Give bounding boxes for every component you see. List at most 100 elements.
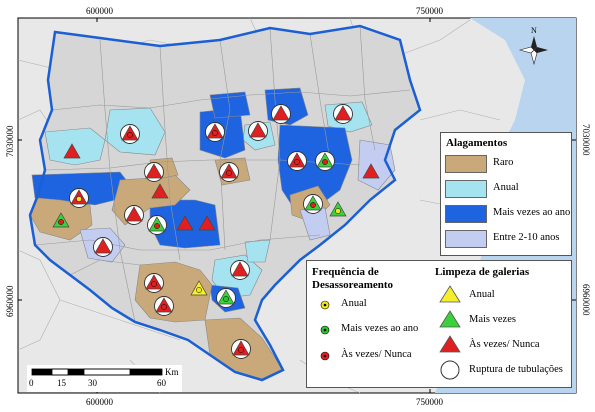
map-marker [303, 194, 323, 214]
scale-label-0: 0 [29, 378, 34, 388]
tick-right-2: 6960000 [581, 284, 591, 316]
north-arrow-icon: N [518, 26, 548, 66]
map-marker [190, 280, 208, 296]
map-marker [151, 183, 169, 199]
region-boundary [28, 24, 422, 382]
map-marker [271, 104, 291, 124]
legend-anual-label: Anual [493, 182, 519, 193]
desassoreamento-dot-icon [161, 304, 167, 310]
legend-raro-label: Raro [493, 157, 514, 168]
legend-freq-anual: Anual [341, 298, 367, 309]
map-marker [329, 201, 347, 217]
tick-left-1: 7030000 [5, 125, 15, 157]
scale-label-15: 15 [57, 378, 67, 388]
desassoreamento-dot-icon [151, 281, 157, 287]
desassoreamento-dot-icon [76, 196, 82, 202]
swatch-raro [445, 155, 487, 173]
legend-limpeza-anual: Anual [469, 289, 495, 300]
desassoreamento-dot-icon [223, 296, 229, 302]
map-marker [144, 273, 164, 293]
map-marker [362, 163, 380, 179]
legend-limpeza-mais: Mais vezes [469, 314, 516, 325]
desassoreamento-dot-icon [212, 130, 218, 136]
swatch-mais-vezes [445, 205, 487, 223]
map-marker [120, 124, 140, 144]
desassoreamento-dot-icon [58, 219, 64, 225]
legend-limpeza-title: Limpeza de galerias [435, 266, 530, 278]
limpeza-triangle-icon [125, 206, 143, 222]
legend-dot-mais-icon [320, 325, 330, 335]
map-marker [216, 288, 236, 308]
map-marker [154, 296, 174, 316]
desassoreamento-dot-icon [322, 159, 328, 165]
map-marker [231, 339, 251, 359]
legend-tri-asvezes-icon [439, 335, 461, 353]
legend-freq-asvezes: Às vezes/ Nunca [341, 349, 412, 360]
legend-entre-label: Entre 2-10 anos [493, 232, 560, 243]
map-marker [287, 151, 307, 171]
legend-frequencia-limpeza: Frequência de Desassoreamento Anual Mais… [306, 260, 572, 388]
scale-label-30: 30 [88, 378, 98, 388]
map-marker [230, 260, 250, 280]
limpeza-triangle-icon [334, 105, 352, 121]
map-marker [248, 121, 268, 141]
legend-mais-vezes-label: Mais vezes ao ano [493, 207, 571, 218]
desassoreamento-dot-icon [196, 287, 202, 293]
map-marker [63, 143, 81, 159]
map-marker [52, 212, 70, 228]
tick-left-2: 6960000 [5, 285, 15, 317]
limpeza-triangle-icon [151, 183, 169, 199]
map-marker [205, 122, 225, 142]
desassoreamento-dot-icon [294, 159, 300, 165]
legend-alagamentos-title: Alagamentos [446, 137, 508, 149]
legend-tri-anual-icon [439, 285, 461, 303]
map-marker [144, 162, 164, 182]
limpeza-triangle-icon [145, 163, 163, 179]
map-marker [69, 188, 89, 208]
limpeza-triangle-icon [272, 105, 290, 121]
tick-bottom-1: 600000 [86, 397, 114, 407]
desassoreamento-dot-icon [127, 132, 133, 138]
legend-ruptura: Ruptura de tubulações [469, 364, 563, 375]
map-marker [333, 104, 353, 124]
swatch-entre [445, 230, 487, 248]
scale-label-60: 60 [157, 378, 167, 388]
map-marker [124, 205, 144, 225]
swatch-anual [445, 180, 487, 198]
map-marker [198, 215, 216, 231]
legend-ruptura-icon [440, 360, 460, 380]
internal-borders [34, 25, 411, 323]
legend-freq-title-2: Desassoreamento [312, 279, 394, 291]
scale-bar: 0 15 30 60 Km [27, 365, 182, 392]
marker-layer [52, 104, 380, 359]
limpeza-triangle-icon [249, 122, 267, 138]
desassoreamento-dot-icon [226, 170, 232, 176]
legend-freq-mais: Mais vezes ao ano [341, 323, 419, 334]
legend-dot-asvezes-icon [320, 351, 330, 361]
desassoreamento-dot-icon [310, 202, 316, 208]
legend-tri-mais-icon [439, 310, 461, 328]
limpeza-triangle-icon [63, 143, 81, 159]
legend-limpeza-asvezes: Às vezes/ Nunca [469, 339, 540, 350]
map-marker [219, 162, 239, 182]
legend-dot-anual-icon [320, 300, 330, 310]
limpeza-triangle-icon [362, 163, 380, 179]
north-label: N [531, 26, 537, 35]
legend-freq-title-1: Frequência de [312, 266, 379, 278]
scale-unit: Km [165, 367, 179, 377]
map-marker [176, 215, 194, 231]
limpeza-triangle-icon [198, 215, 216, 231]
tick-bottom-2: 750000 [416, 397, 444, 407]
tick-right-1: 7030000 [581, 124, 591, 156]
limpeza-triangle-icon [231, 261, 249, 277]
map-marker [147, 215, 167, 235]
limpeza-triangle-icon [176, 215, 194, 231]
map-marker [93, 237, 113, 257]
desassoreamento-dot-icon [335, 208, 341, 214]
limpeza-triangle-icon [94, 238, 112, 254]
map-marker [315, 151, 335, 171]
desassoreamento-dot-icon [154, 223, 160, 229]
desassoreamento-dot-icon [238, 347, 244, 353]
tick-top-1: 600000 [86, 6, 114, 16]
tick-top-2: 750000 [416, 6, 444, 16]
